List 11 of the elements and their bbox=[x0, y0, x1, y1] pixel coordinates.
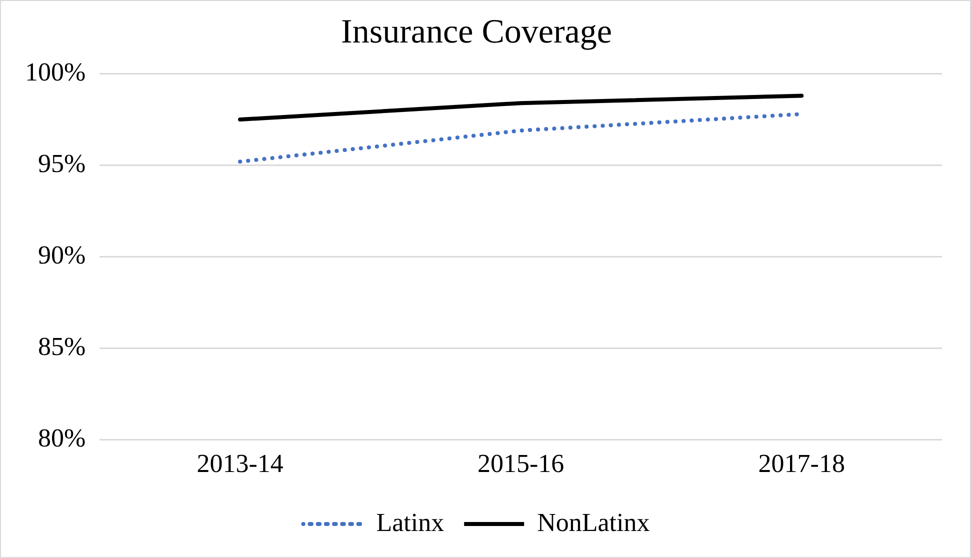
y-tick-label: 90% bbox=[38, 240, 86, 270]
x-tick-label: 2015-16 bbox=[477, 449, 564, 478]
y-tick-label: 85% bbox=[38, 332, 86, 362]
chart-title: Insurance Coverage bbox=[341, 13, 612, 50]
y-tick-label: 100% bbox=[24, 58, 86, 87]
y-tick-label: 80% bbox=[38, 424, 86, 453]
legend-label: NonLatinx bbox=[537, 508, 650, 537]
y-tick-label: 95% bbox=[38, 149, 86, 178]
legend-label: Latinx bbox=[376, 508, 444, 537]
x-tick-label: 2013-14 bbox=[196, 449, 284, 478]
x-tick-label: 2017-18 bbox=[758, 449, 845, 478]
